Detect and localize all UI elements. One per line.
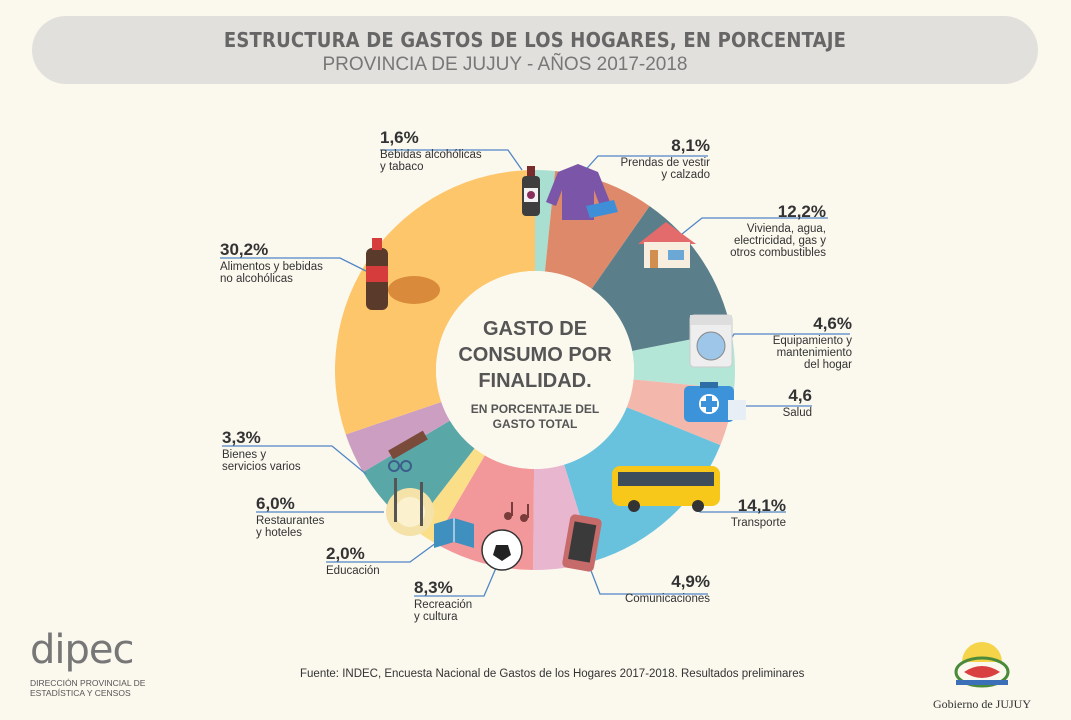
phone-icon [562, 514, 602, 572]
label-educacion: 2,0% Educación [326, 544, 380, 577]
dipec-logo: dipec DIRECCIÓN PROVINCIAL DE ESTADÍSTIC… [30, 630, 145, 698]
bottle-icon [522, 166, 540, 216]
leader-line-0 [380, 149, 523, 171]
jujuy-emblem-icon [954, 642, 1010, 688]
leader-line-7 [414, 567, 497, 597]
label-equipamiento: 4,6% Equipamiento y mantenimiento del ho… [772, 314, 852, 371]
leader-line-10 [222, 445, 367, 475]
gobierno-jujuy-logo: Gobierno de JUJUY [932, 640, 1032, 712]
center-title: GASTO DE CONSUMO POR FINALIDAD. [458, 318, 612, 392]
source-note: Fuente: INDEC, Encuesta Nacional de Gast… [300, 668, 805, 680]
center-subtitle: EN PORCENTAJE DEL GASTO TOTAL [470, 402, 600, 431]
title-banner: ESTRUCTURA DE GASTOS DE LOS HOGARES, EN … [32, 16, 1038, 84]
washing-machine-icon [689, 314, 733, 368]
book-icon [434, 518, 474, 548]
donut-hole [436, 271, 634, 469]
dipec-wordmark: dipec [30, 627, 135, 673]
label-bebidas: 1,6% Bebidas alcohólicas y tabaco [380, 128, 482, 173]
gobierno-name: Gobierno de JUJUY [933, 697, 1031, 711]
clothes-icon [546, 164, 618, 220]
bus-icon [612, 466, 720, 512]
label-alimentos: 30,2% Alimentos y bebidas no alcohólicas [220, 240, 323, 285]
label-restaurantes: 6,0% Restaurantes y hoteles [256, 494, 325, 539]
chart-subtitle: PROVINCIA DE JUJUY - AÑOS 2017-2018 [322, 54, 688, 75]
label-comunicaciones: 4,9% Comunicaciones [624, 572, 710, 605]
label-prendas: 8,1% Prendas de vestir y calzado [620, 136, 711, 181]
leader-line-8 [326, 539, 441, 563]
leader-line-11 [220, 257, 369, 273]
label-transporte: 14,1% Transporte [730, 496, 786, 529]
slice-10 [345, 401, 450, 473]
first-aid-icon [684, 382, 746, 422]
chart-title: ESTRUCTURA DE GASTOS DE LOS HOGARES, EN … [223, 28, 847, 52]
scissors-comb-icon [388, 430, 428, 472]
soda-bread-icon [366, 238, 440, 310]
plate-cutlery-icon [386, 478, 434, 536]
music-notes-icon [504, 502, 529, 522]
slice-11 [334, 170, 535, 435]
label-bienes: 3,3% Bienes y servicios varios [222, 428, 301, 473]
soccer-ball-icon [481, 529, 523, 571]
house-icon [638, 222, 696, 268]
label-vivienda: 12,2% Vivienda, agua, electricidad, gas … [730, 202, 826, 259]
label-salud: 4,6 Salud [782, 386, 812, 419]
dipec-subtitle: DIRECCIÓN PROVINCIAL DE ESTADÍSTICA Y CE… [30, 678, 146, 698]
leader-line-2 [681, 217, 828, 235]
label-recreacion: 8,3% Recreación y cultura [414, 578, 473, 623]
leader-line-6 [589, 567, 708, 595]
